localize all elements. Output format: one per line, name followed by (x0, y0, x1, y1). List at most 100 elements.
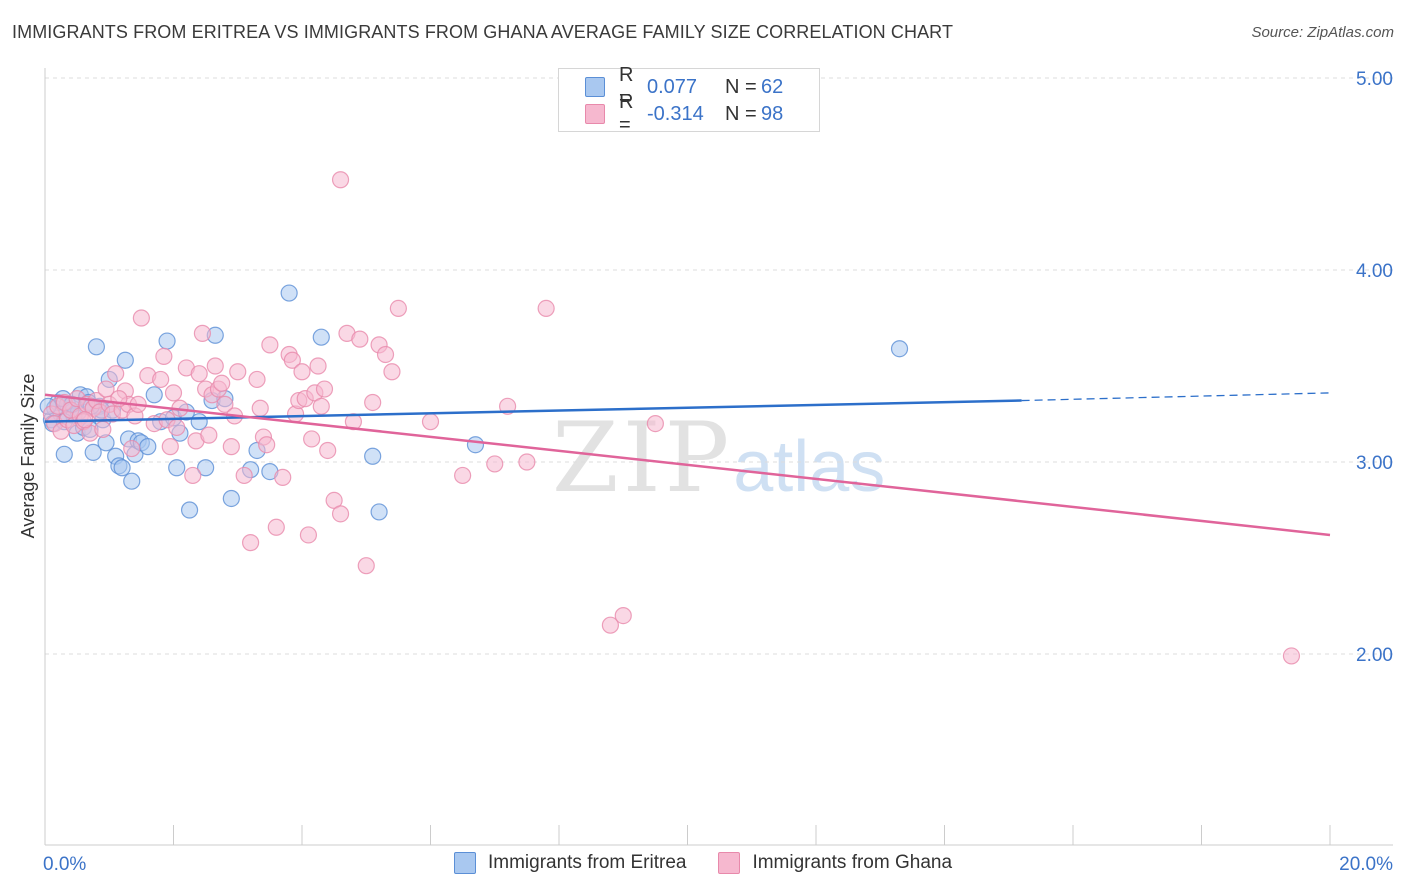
y-tick-label: 4.00 (1356, 261, 1393, 282)
legend-row-ghana: R = -0.314 N = 98 (585, 91, 784, 136)
trend-lines (44, 392, 1331, 537)
watermark-zip: ZIP (552, 402, 734, 514)
ghana-point (421, 413, 440, 431)
watermark: ZIPatlas (552, 402, 885, 514)
eritrea-point (890, 340, 909, 358)
y-tick-label: 5.00 (1356, 69, 1393, 90)
ghana-point (283, 351, 301, 369)
eritrea-trend-extension (1021, 392, 1331, 402)
ghana-point (107, 365, 125, 383)
chart-title: IMMIGRANTS FROM ERITREA VS IMMIGRANTS FR… (12, 22, 954, 42)
ghana-point (168, 418, 186, 437)
ghana-point (206, 357, 224, 375)
eritrea-point (222, 489, 240, 508)
eritrea-r-label: R = (619, 64, 634, 109)
y-axis-title: Average Family Size (18, 374, 38, 539)
ghana-point (132, 309, 150, 327)
eritrea-point (370, 503, 388, 521)
ghana-legend-label: Immigrants from Ghana (752, 852, 953, 873)
ghana-n-label: N = (725, 102, 757, 125)
x-tick-label-min: 0.0% (43, 854, 86, 875)
grid-lines (45, 77, 1395, 655)
ghana-point (222, 438, 240, 456)
ghana-point (193, 324, 212, 342)
eritrea-point (55, 445, 73, 463)
ghana-point (357, 557, 375, 575)
ghana-point (351, 330, 369, 348)
ghana-point (155, 347, 173, 365)
eritrea-point (190, 413, 208, 431)
eritrea-point (84, 443, 102, 461)
eritrea-point (364, 447, 382, 465)
ghana-point (309, 357, 327, 375)
ghana-point (614, 606, 632, 625)
ghana-point (242, 534, 260, 552)
ghana-point (251, 399, 269, 417)
ghana-point (646, 415, 664, 433)
ghana-point (161, 438, 179, 456)
eritrea-swatch (585, 77, 605, 97)
ghana-point (383, 363, 401, 381)
ghana-point (315, 380, 334, 398)
ghana-point (499, 397, 517, 415)
ghana-point (216, 395, 234, 413)
ghana-trend-line (44, 393, 1331, 537)
ghana-point (94, 420, 112, 438)
ghana-point (184, 466, 202, 485)
ghana-point (331, 505, 350, 523)
eritrea-n-label: N = (725, 75, 757, 98)
ghana-legend-swatch (718, 852, 741, 874)
y-tick-label: 3.00 (1356, 453, 1393, 474)
legend-row-eritrea: R = 0.077 N = 62 (585, 64, 784, 109)
ghana-point (267, 518, 285, 536)
x-tick-label-max: 20.0% (1339, 854, 1393, 875)
ghana-point (312, 397, 330, 415)
correlation-legend: R = 0.077 N = 62 R = -0.314 N = 98 (558, 64, 820, 136)
series-legend: Immigrants from Eritrea Immigrants from … (0, 852, 1406, 874)
eritrea-point (197, 459, 215, 477)
eritrea-point (180, 501, 199, 519)
ghana-point (152, 370, 170, 389)
ghana-r-value: -0.314 (647, 102, 704, 125)
ghana-point (319, 441, 337, 460)
eritrea-point (87, 338, 106, 356)
ghana-point (601, 616, 620, 634)
eritrea-point (312, 328, 330, 346)
ghana-point (331, 171, 350, 189)
ghana-point (213, 374, 231, 392)
eritrea-point (466, 436, 485, 454)
ghana-point (299, 526, 318, 544)
ghana-point (486, 455, 504, 473)
ghana-n-value: 98 (761, 102, 784, 125)
eritrea-point (280, 284, 298, 302)
eritrea-point (116, 351, 134, 369)
ghana-point (248, 370, 266, 389)
ghana-point (274, 468, 292, 486)
ghana-point (1282, 647, 1301, 665)
ghana-point (258, 436, 276, 454)
eritrea-point (113, 459, 131, 477)
ghana-point (235, 466, 253, 485)
watermark-atlas: atlas (733, 427, 886, 507)
eritrea-legend-label: Immigrants from Eritrea (487, 852, 687, 873)
ghana-point (389, 299, 407, 317)
eritrea-point (123, 472, 141, 490)
eritrea-point (145, 386, 163, 404)
legend-item-eritrea[interactable]: Immigrants from Eritrea (453, 852, 687, 874)
ghana-point (537, 299, 555, 317)
y-tick-label: 2.00 (1356, 645, 1393, 666)
eritrea-n-value: 62 (761, 75, 784, 98)
axes (44, 68, 1393, 846)
eritrea-point (168, 459, 186, 477)
ghana-point (376, 345, 395, 364)
eritrea-points (39, 284, 909, 521)
legend-item-ghana[interactable]: Immigrants from Ghana (718, 852, 952, 874)
ghana-point (190, 365, 208, 383)
ghana-point (364, 393, 382, 412)
eritrea-r-value: 0.077 (647, 75, 698, 98)
ghana-point (164, 384, 183, 402)
ghana-point (454, 466, 472, 485)
ghana-point (200, 426, 218, 444)
ghana-point (229, 363, 247, 381)
